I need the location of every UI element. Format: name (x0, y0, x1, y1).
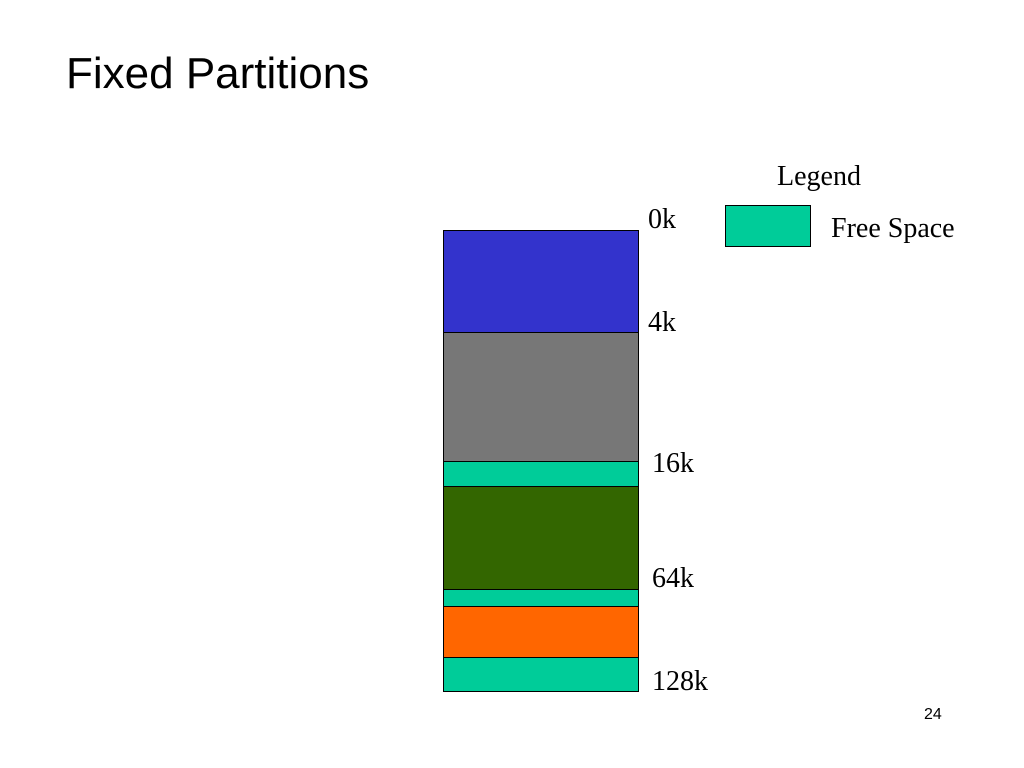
partition-block-4 (443, 606, 639, 658)
free-space-block (443, 589, 639, 607)
legend-swatch-free-space (725, 205, 811, 247)
page-number: 24 (924, 706, 942, 723)
partition-block-2 (443, 332, 639, 462)
address-label-128k: 128k (652, 666, 708, 697)
address-label-16k: 16k (652, 448, 694, 479)
slide-title: Fixed Partitions (66, 49, 370, 98)
free-space-block (443, 461, 639, 487)
partition-block-3 (443, 486, 639, 590)
partition-block-1 (443, 230, 639, 333)
legend-label-free-space: Free Space (831, 213, 955, 244)
legend-title: Legend (777, 161, 861, 192)
address-label-4k: 4k (648, 307, 676, 338)
address-label-0k: 0k (648, 204, 676, 235)
free-space-block (443, 657, 639, 692)
address-label-64k: 64k (652, 563, 694, 594)
